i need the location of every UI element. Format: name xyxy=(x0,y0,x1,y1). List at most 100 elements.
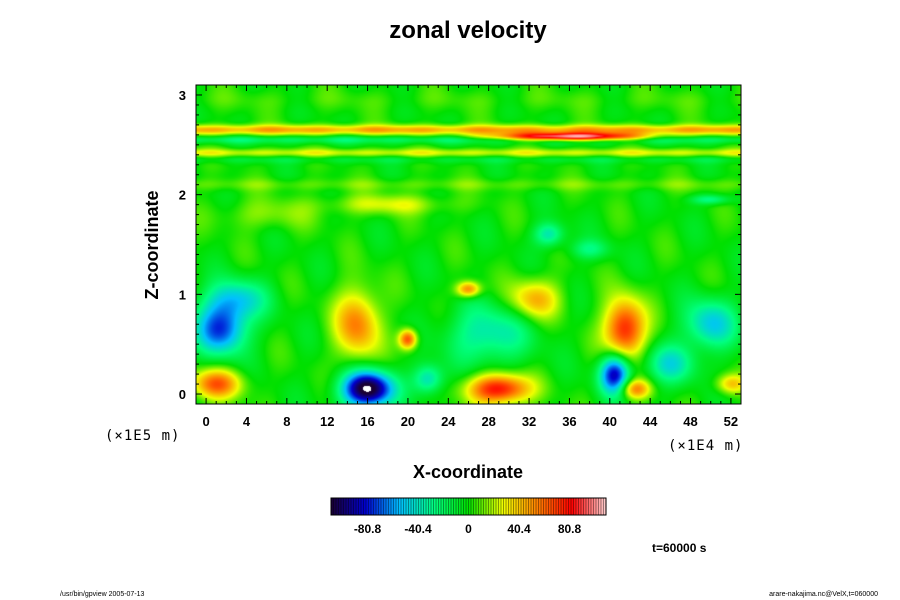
colorbar-segment xyxy=(443,498,447,515)
colorbar-segment xyxy=(453,498,457,515)
colorbar-segment xyxy=(546,498,550,515)
colorbar-segment xyxy=(538,498,542,515)
x-tick-label: 40 xyxy=(603,414,617,429)
colorbar-segment xyxy=(338,498,342,515)
colorbar-segment xyxy=(356,498,360,515)
colorbar-segment xyxy=(398,498,402,515)
colorbar-segment xyxy=(516,498,520,515)
colorbar-segment xyxy=(518,498,522,515)
colorbar-segment xyxy=(503,498,507,515)
x-axis-ticks: 0 4 8 12 16 20 24 28 32 36 40 44 48 52 xyxy=(202,85,738,429)
z-axis-label: Z-coordinate xyxy=(142,190,162,299)
colorbar-tick-label: -80.8 xyxy=(354,522,382,536)
x-tick-label: 0 xyxy=(202,414,209,429)
colorbar-segment xyxy=(361,498,365,515)
x-tick-label: 8 xyxy=(283,414,290,429)
colorbar-segment xyxy=(466,498,470,515)
z-tick-label: 1 xyxy=(179,287,186,302)
colorbar-segment xyxy=(478,498,482,515)
colorbar-segment xyxy=(376,498,380,515)
colorbar-segment xyxy=(506,498,510,515)
colorbar-segment xyxy=(521,498,525,515)
colorbar-segment xyxy=(551,498,555,515)
colorbar-segment xyxy=(566,498,570,515)
colorbar-segment xyxy=(568,498,572,515)
heatmap-image xyxy=(196,85,741,404)
colorbar-tick-label: -40.4 xyxy=(404,522,432,536)
colorbar-segment xyxy=(488,498,492,515)
colorbar-segment xyxy=(368,498,372,515)
colorbar-segment xyxy=(363,498,367,515)
colorbar-segment xyxy=(486,498,490,515)
colorbar-segment xyxy=(548,498,552,515)
z-tick-label: 3 xyxy=(179,88,186,103)
colorbar-tick-label: 80.8 xyxy=(558,522,582,536)
z-scale-label: (×1E5 m) xyxy=(105,428,180,444)
x-tick-label: 48 xyxy=(683,414,697,429)
colorbar-segment xyxy=(491,498,495,515)
x-tick-label: 16 xyxy=(360,414,374,429)
colorbar-segment xyxy=(558,498,562,515)
colorbar-segment xyxy=(406,498,410,515)
colorbar-segment xyxy=(411,498,415,515)
z-tick-label: 0 xyxy=(179,387,186,402)
colorbar-segment xyxy=(603,498,607,515)
colorbar-segment xyxy=(421,498,425,515)
colorbar-segment xyxy=(588,498,592,515)
colorbar-segment xyxy=(476,498,480,515)
x-tick-label: 4 xyxy=(243,414,251,429)
colorbar-segment xyxy=(596,498,600,515)
x-tick-label: 52 xyxy=(724,414,738,429)
x-tick-label: 44 xyxy=(643,414,658,429)
colorbar-segment xyxy=(403,498,407,515)
colorbar-segment xyxy=(381,498,385,515)
colorbar-segment xyxy=(423,498,427,515)
colorbar-segment xyxy=(471,498,475,515)
x-tick-label: 24 xyxy=(441,414,456,429)
colorbar-segment xyxy=(391,498,395,515)
colorbar-segment xyxy=(373,498,377,515)
colorbar-segment xyxy=(441,498,445,515)
colorbar-segment xyxy=(526,498,530,515)
chart-title: zonal velocity xyxy=(389,17,547,44)
footer-left: /usr/bin/gpview 2005-07-13 xyxy=(60,591,145,598)
colorbar-segment xyxy=(431,498,435,515)
z-tick-label: 2 xyxy=(179,188,186,203)
colorbar-segment xyxy=(366,498,370,515)
colorbar-segment xyxy=(543,498,547,515)
colorbar-segment xyxy=(448,498,452,515)
time-label: t=60000 s xyxy=(652,541,707,555)
colorbar-segment xyxy=(571,498,575,515)
colorbar-segment xyxy=(578,498,582,515)
x-tick-label: 36 xyxy=(562,414,576,429)
colorbar-segment xyxy=(401,498,405,515)
colorbar-segment xyxy=(336,498,340,515)
footer-right: arare-nakajima.nc@VelX,t=060000 xyxy=(769,591,878,598)
colorbar-ticks: -80.8 -40.4 0 40.4 80.8 xyxy=(354,522,582,536)
colorbar-segment xyxy=(343,498,347,515)
colorbar-tick-label: 40.4 xyxy=(507,522,531,536)
colorbar-segment xyxy=(493,498,497,515)
colorbar-segment xyxy=(508,498,512,515)
colorbar-segment xyxy=(523,498,527,515)
colorbar-segment xyxy=(531,498,535,515)
colorbar-segment xyxy=(553,498,557,515)
colorbar-segment xyxy=(591,498,595,515)
colorbar-segment xyxy=(586,498,590,515)
colorbar-segment xyxy=(456,498,460,515)
colorbar-segment xyxy=(541,498,545,515)
colorbar-segment xyxy=(563,498,567,515)
colorbar-tick-label: 0 xyxy=(465,522,472,536)
colorbar-segment xyxy=(468,498,472,515)
colorbar-segment xyxy=(371,498,375,515)
colorbar-segment xyxy=(536,498,540,515)
colorbar-segment xyxy=(528,498,532,515)
plot-area xyxy=(196,85,741,404)
colorbar-segment xyxy=(388,498,392,515)
x-axis-label: X-coordinate xyxy=(413,462,523,482)
colorbar-segment xyxy=(576,498,580,515)
colorbar-segment xyxy=(426,498,430,515)
colorbar-segment xyxy=(556,498,560,515)
colorbar-segment xyxy=(358,498,362,515)
colorbar-segment xyxy=(581,498,585,515)
